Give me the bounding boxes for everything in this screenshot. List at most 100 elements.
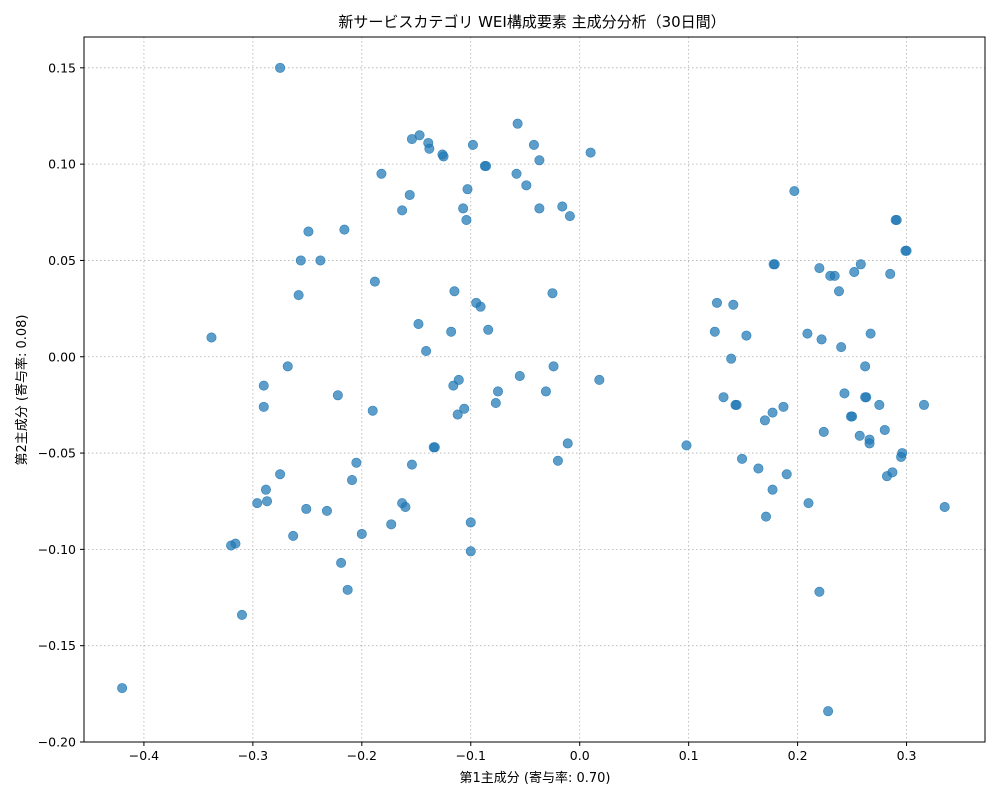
y-tick-label: −0.20 <box>38 735 76 750</box>
data-point <box>594 374 605 385</box>
y-tick-label: −0.15 <box>38 638 76 653</box>
data-point <box>865 328 876 339</box>
data-point <box>861 392 872 403</box>
data-points <box>117 62 950 717</box>
data-point <box>753 463 764 474</box>
data-point <box>351 457 362 468</box>
x-tick-label: −0.1 <box>456 748 486 763</box>
data-point <box>512 118 523 129</box>
data-point <box>557 201 568 212</box>
data-point <box>834 286 845 297</box>
data-point <box>400 501 411 512</box>
data-point <box>585 147 596 158</box>
data-point <box>887 467 898 478</box>
data-point <box>493 386 504 397</box>
data-point <box>918 399 929 410</box>
data-point <box>446 326 457 337</box>
data-point <box>475 301 486 312</box>
data-point <box>726 353 737 364</box>
data-point <box>769 259 780 270</box>
data-point <box>814 263 825 274</box>
data-point <box>386 519 397 530</box>
data-point <box>275 62 286 73</box>
data-point <box>258 401 269 412</box>
x-tick-label: 0.1 <box>679 748 699 763</box>
data-point <box>342 584 353 595</box>
data-point <box>839 388 850 399</box>
data-point <box>547 288 558 299</box>
y-tick-label: 0.00 <box>48 349 76 364</box>
data-point <box>356 528 367 539</box>
x-tick-label: 0.0 <box>570 748 590 763</box>
x-tick-label: −0.3 <box>238 748 268 763</box>
data-point <box>483 324 494 335</box>
data-point <box>490 397 501 408</box>
x-tick-label: −0.2 <box>347 748 377 763</box>
data-point <box>303 226 314 237</box>
data-point <box>429 442 440 453</box>
data-point <box>534 203 545 214</box>
data-point <box>481 161 492 172</box>
data-point <box>404 189 415 200</box>
data-point <box>803 498 814 509</box>
data-point <box>901 245 912 256</box>
data-point <box>778 401 789 412</box>
data-point <box>424 143 435 154</box>
data-point <box>293 290 304 301</box>
data-point <box>461 214 472 225</box>
data-point <box>864 434 875 445</box>
data-point <box>288 530 299 541</box>
data-point <box>897 448 908 459</box>
y-tick-label: −0.10 <box>38 542 76 557</box>
data-point <box>397 205 408 216</box>
data-point <box>511 168 522 179</box>
data-point <box>562 438 573 449</box>
data-point <box>891 214 902 225</box>
data-point <box>521 180 532 191</box>
data-point <box>275 469 286 480</box>
data-point <box>528 139 539 150</box>
data-point <box>741 330 752 341</box>
data-point <box>236 609 247 620</box>
data-point <box>767 407 778 418</box>
data-point <box>939 501 950 512</box>
data-point <box>421 345 432 356</box>
data-point <box>534 155 545 166</box>
data-point <box>339 224 350 235</box>
data-point <box>855 259 866 270</box>
data-point <box>836 342 847 353</box>
data-point <box>462 184 473 195</box>
data-point <box>709 326 720 337</box>
x-tick-label: 0.2 <box>788 748 808 763</box>
data-point <box>731 399 742 410</box>
x-axis-label: 第1主成分 (寄与率: 0.70) <box>459 770 610 786</box>
data-point <box>564 211 575 222</box>
data-point <box>514 371 525 382</box>
data-point <box>540 386 551 397</box>
data-point <box>301 503 312 514</box>
data-point <box>548 361 559 372</box>
x-tick-label: −0.4 <box>129 748 159 763</box>
data-point <box>459 403 470 414</box>
chart-title: 新サービスカテゴリ WEI構成要素 主成分分析（30日間） <box>338 13 725 31</box>
data-point <box>465 546 476 557</box>
y-tick-label: 0.15 <box>48 60 76 75</box>
data-point <box>465 517 476 528</box>
y-tick-label: 0.05 <box>48 253 76 268</box>
data-point <box>406 459 417 470</box>
x-tick-label: 0.3 <box>897 748 917 763</box>
data-point <box>552 455 563 466</box>
data-point <box>376 168 387 179</box>
data-point <box>823 706 834 717</box>
data-point <box>282 361 293 372</box>
data-point <box>438 151 449 162</box>
data-point <box>849 266 860 277</box>
data-point <box>789 186 800 197</box>
data-point <box>759 415 770 426</box>
data-point <box>781 469 792 480</box>
data-point <box>718 392 729 403</box>
data-point <box>829 270 840 281</box>
data-point <box>681 440 692 451</box>
data-point <box>453 374 464 385</box>
